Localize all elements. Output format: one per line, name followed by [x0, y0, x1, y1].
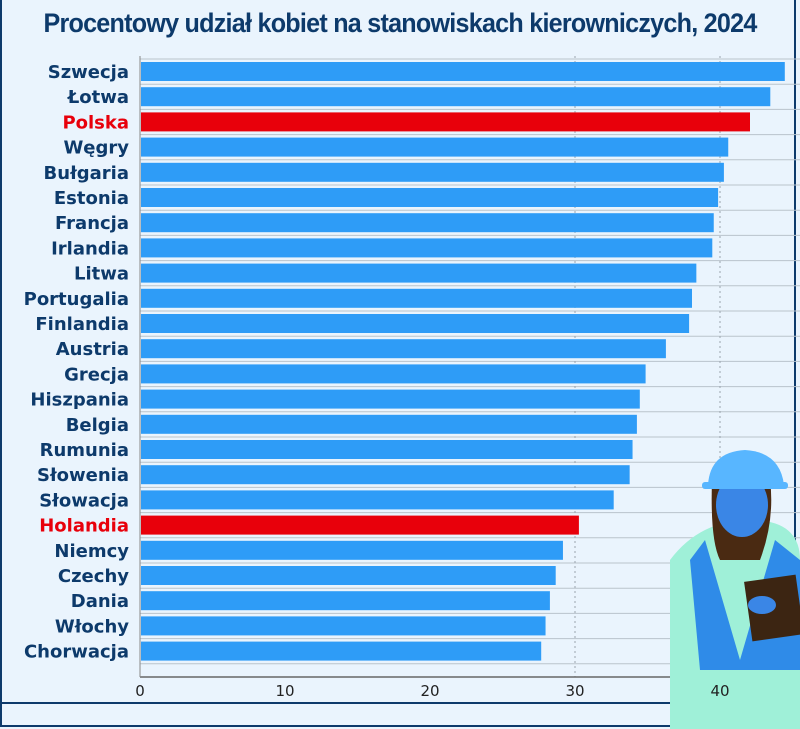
bar-Czechy [141, 566, 556, 585]
bar-Węgry [141, 137, 729, 157]
bar-Belgia [141, 414, 637, 434]
bar-Litwa [141, 263, 697, 283]
bar-Szwecja [141, 62, 785, 81]
category-label: Węgry [63, 138, 129, 159]
category-label: Włochy [55, 616, 129, 637]
bar-Włochy [141, 616, 546, 636]
bar-Niemcy [141, 540, 563, 560]
bar-Hiszpania [141, 389, 640, 409]
category-label: Belgia [66, 415, 129, 436]
category-label: Łotwa [67, 87, 129, 108]
category-label: Niemcy [54, 541, 129, 562]
bar-Rumunia [141, 440, 633, 459]
category-label: Irlandia [51, 238, 129, 259]
category-label: Polska [62, 112, 129, 133]
bar-Słowenia [141, 465, 630, 485]
chart-title: Procentowy udział kobiet na stanowiskach… [43, 8, 757, 38]
bar-Francja [141, 213, 714, 233]
category-label: Szwecja [48, 62, 129, 83]
category-label: Litwa [74, 264, 129, 285]
category-label: Grecja [64, 364, 129, 385]
bar-Grecja [141, 364, 646, 384]
bar-Słowacja [141, 490, 614, 510]
category-label: Finlandia [35, 314, 129, 335]
bar-Łotwa [141, 87, 771, 107]
category-label: Rumunia [40, 440, 129, 461]
bar-Polska [141, 112, 750, 132]
bar-Portugalia [141, 288, 692, 308]
bar-Chorwacja [141, 641, 542, 661]
category-label: Hiszpania [30, 390, 129, 411]
x-tick-label: 10 [275, 682, 294, 700]
category-label: Austria [56, 339, 129, 360]
bar-Irlandia [141, 238, 713, 258]
category-label: Słowenia [37, 465, 129, 486]
category-label: Holandia [39, 516, 129, 537]
category-label: Francja [55, 213, 129, 234]
bar-Finlandia [141, 314, 690, 333]
bar-Bułgaria [141, 162, 724, 182]
x-tick-label: 40 [710, 682, 729, 700]
bar-Holandia [141, 515, 579, 535]
worker-illustration [670, 450, 800, 729]
bar-Austria [141, 339, 666, 359]
category-label: Estonia [54, 188, 129, 209]
bar-Estonia [141, 188, 719, 207]
category-label: Dania [71, 591, 129, 612]
x-tick-label: 30 [565, 682, 584, 700]
x-tick-label: 0 [135, 682, 145, 700]
category-label: Chorwacja [24, 642, 129, 663]
category-label: Słowacja [39, 490, 129, 511]
x-tick-label: 20 [420, 682, 439, 700]
category-label: Portugalia [24, 289, 129, 310]
category-label: Bułgaria [44, 163, 129, 184]
category-label: Czechy [58, 566, 129, 587]
bar-Dania [141, 591, 550, 611]
